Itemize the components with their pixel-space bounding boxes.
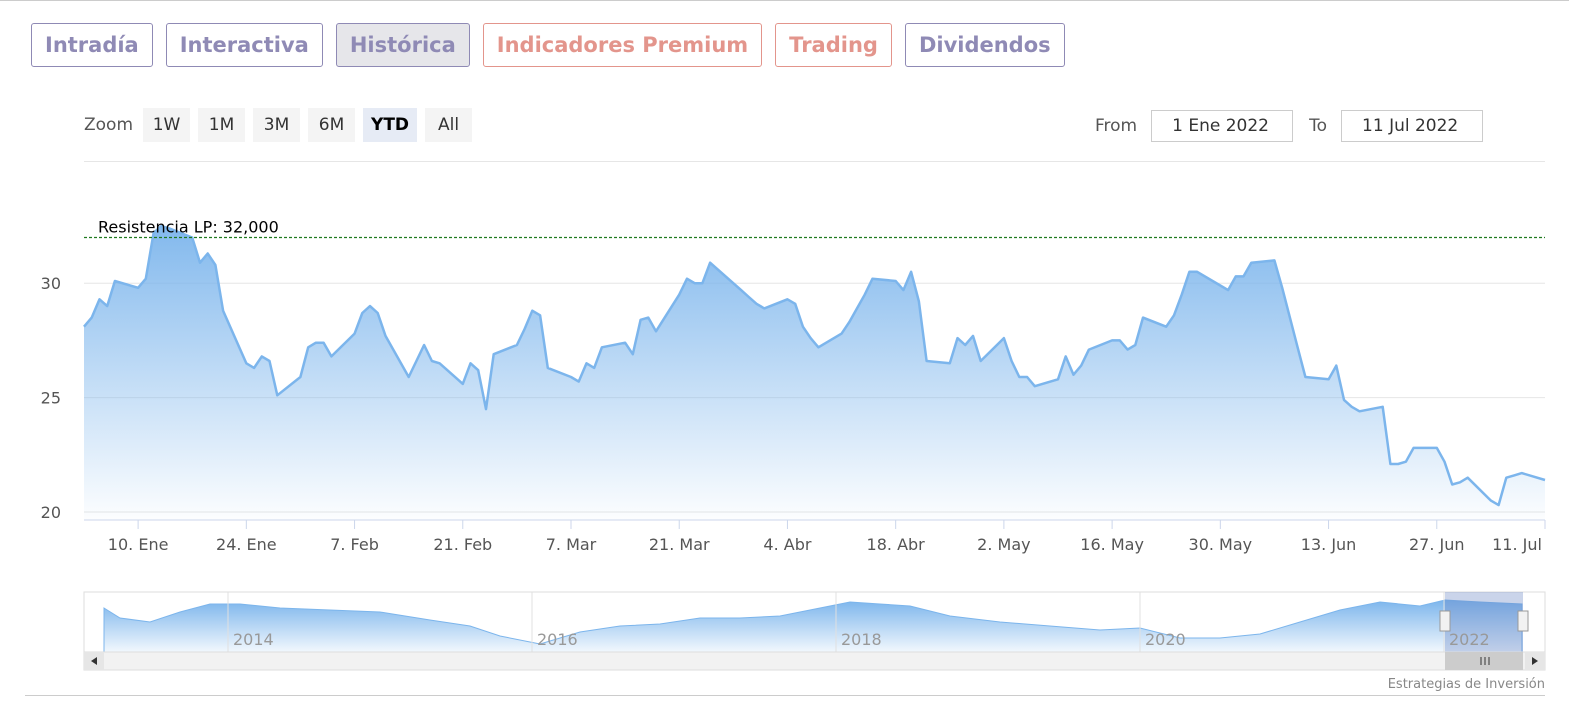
navigator-label: 2022 <box>1449 630 1490 649</box>
zoom-bar: Zoom 1W 1M 3M 6M YTD All <box>84 108 473 142</box>
to-input[interactable]: 11 Jul 2022 <box>1341 110 1484 142</box>
x-tick-label: 21. Mar <box>649 535 710 554</box>
navigator-label: 2020 <box>1145 630 1186 649</box>
navigator-series <box>103 599 1523 653</box>
line <box>83 224 1546 507</box>
tab[interactable]: Trading <box>775 23 892 67</box>
tab-bar: Intradía Interactiva Histórica Indicadores … <box>31 23 1065 67</box>
from-label: From <box>1095 116 1138 136</box>
x-tick-label: 24. Ene <box>216 535 277 554</box>
x-tick-label: 11. Jul <box>1492 535 1542 554</box>
navigator <box>83 591 1546 671</box>
x-tick-label: 7. Mar <box>546 535 597 554</box>
scrollbar-thumb[interactable] <box>1445 652 1523 670</box>
x-tick-label: 13. Jun <box>1301 535 1357 554</box>
tab[interactable]: Intradía <box>31 23 153 67</box>
y-tick-label: 30 <box>41 274 61 293</box>
navigator-handle[interactable] <box>1517 610 1529 632</box>
tab[interactable]: Histórica <box>335 23 470 67</box>
y-tick-label: 25 <box>41 389 61 408</box>
plot-line-label: Resistencia LP: 32,000 <box>98 217 279 236</box>
navigator-mask[interactable] <box>1445 592 1523 652</box>
x-tick-label: 4. Abr <box>763 535 811 554</box>
tab[interactable]: Dividendos <box>904 23 1065 67</box>
navigator-label: 2018 <box>841 630 882 649</box>
tab[interactable]: Interactiva <box>165 23 323 67</box>
from-input[interactable]: 1 Ene 2022 <box>1151 110 1294 142</box>
zoom-button[interactable]: YTD <box>363 108 418 142</box>
plot: 20 25 30 Resistencia LP: 32,000 10. Ene 24. E… <box>41 217 1546 554</box>
x-tick-label: 16. May <box>1080 535 1144 554</box>
navigator-label: 2016 <box>537 630 578 649</box>
zoom-button[interactable]: 1M <box>198 108 246 142</box>
navigator-handle[interactable] <box>1439 610 1451 632</box>
navigator-label: 2014 <box>233 630 274 649</box>
x-tick-label: 2. May <box>977 535 1030 554</box>
x-tick-label: 18. Abr <box>867 535 926 554</box>
range-selector: From 1 Ene 2022 To 11 Jul 2022 <box>1095 110 1484 142</box>
zoom-button[interactable]: All <box>425 108 473 142</box>
tab[interactable]: Indicadores Premium <box>482 23 763 67</box>
credits: Estrategias de Inversión <box>1388 677 1545 692</box>
x-tick-label: 27. Jun <box>1409 535 1465 554</box>
zoom-button[interactable]: 6M <box>308 108 356 142</box>
to-label: To <box>1309 116 1328 136</box>
area <box>84 226 1545 520</box>
x-tick-label: 10. Ene <box>108 535 169 554</box>
y-tick-label: 20 <box>41 503 61 522</box>
scrollbar-track[interactable] <box>83 651 1546 671</box>
zoom-label: Zoom <box>84 115 134 135</box>
x-tick-label: 7. Feb <box>330 535 379 554</box>
zoom-button[interactable]: 1W <box>143 108 191 142</box>
x-tick-label: 30. May <box>1189 535 1253 554</box>
zoom-button[interactable]: 3M <box>253 108 301 142</box>
x-tick-label: 21. Feb <box>433 535 492 554</box>
